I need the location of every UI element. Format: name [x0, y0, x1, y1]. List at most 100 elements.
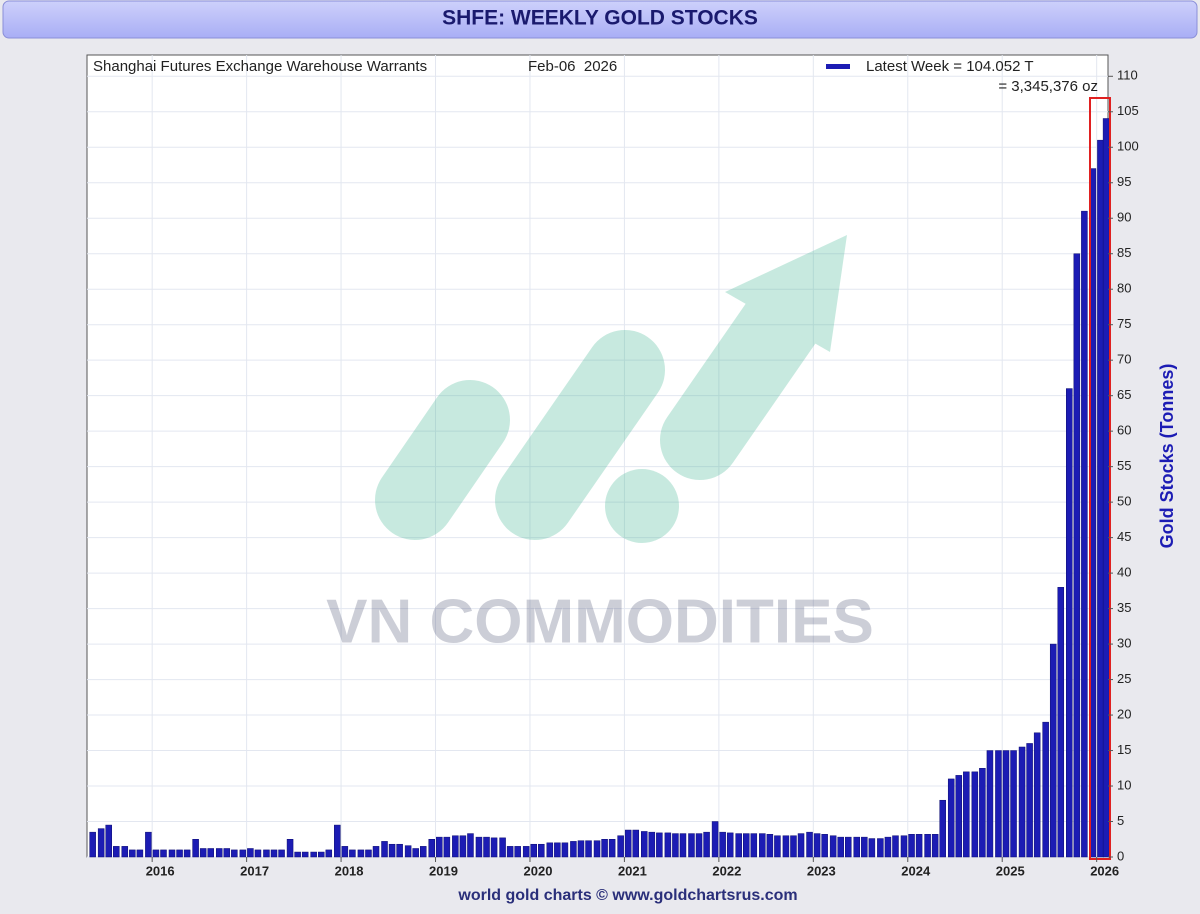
bar: [381, 841, 388, 858]
bar: [357, 849, 365, 858]
bar: [452, 835, 459, 858]
bar: [506, 846, 514, 858]
bar: [1073, 253, 1081, 858]
bar: [160, 849, 167, 858]
bar: [679, 833, 687, 858]
bar: [924, 834, 931, 858]
bar: [152, 849, 160, 858]
bar: [372, 846, 380, 858]
y-tick-label: 80: [1117, 281, 1131, 296]
bar: [900, 835, 908, 858]
bar: [908, 834, 915, 858]
bar: [1081, 210, 1088, 858]
bar: [136, 849, 144, 858]
bar: [743, 833, 750, 858]
x-tick-label: 2022: [712, 863, 741, 878]
bar: [349, 849, 356, 858]
bar: [286, 839, 294, 858]
bar: [868, 838, 876, 858]
bar: [797, 833, 805, 858]
bar: [207, 848, 214, 858]
bar: [971, 771, 979, 858]
bar: [624, 829, 632, 858]
bar: [877, 838, 884, 858]
header-bar: [2, 0, 1198, 39]
y-tick-label: 90: [1117, 210, 1131, 225]
bar: [475, 836, 483, 858]
bar: [561, 842, 569, 858]
bar: [979, 768, 986, 858]
bar: [664, 832, 672, 858]
bar: [711, 821, 719, 858]
bar: [947, 778, 955, 858]
footer: world gold charts © www.goldchartsrus.co…: [457, 887, 797, 904]
bar: [301, 851, 309, 858]
bar: [129, 849, 136, 858]
y-tick-label: 110: [1117, 68, 1138, 83]
bar: [570, 841, 577, 858]
bar: [955, 775, 963, 858]
chart-title: SHFE: WEEKLY GOLD STOCKS: [442, 7, 758, 30]
x-tick-label: 2016: [146, 863, 175, 878]
bar: [995, 750, 1002, 858]
y-tick-label: 75: [1117, 316, 1131, 331]
bar: [1018, 746, 1026, 858]
y-tick-label: 15: [1117, 742, 1131, 757]
bar: [861, 836, 868, 858]
bar: [601, 839, 608, 858]
legend-label: Latest Week = 104.052 T: [866, 58, 1033, 75]
bar: [97, 828, 105, 858]
bar: [892, 835, 899, 858]
x-tick-label: 2023: [807, 863, 836, 878]
bar: [821, 834, 828, 858]
bar: [735, 833, 742, 858]
bar: [459, 835, 467, 858]
bar: [806, 831, 813, 858]
bar: [782, 835, 790, 858]
y-axis-label: Gold Stocks (Tonnes): [1157, 364, 1177, 549]
bar: [1010, 750, 1017, 858]
date-label: Feb-06 2026: [528, 58, 617, 75]
bar: [790, 835, 797, 858]
bar: [538, 843, 545, 858]
y-tick-label: 10: [1117, 777, 1131, 792]
x-tick-label: 2017: [240, 863, 269, 878]
y-tick-label: 60: [1117, 423, 1131, 438]
x-tick-label: 2026: [1090, 863, 1119, 878]
bar: [853, 836, 861, 858]
bar: [695, 833, 703, 858]
bar: [845, 836, 852, 858]
bar: [514, 846, 521, 858]
bar: [121, 846, 129, 858]
bar: [774, 835, 781, 858]
bar: [404, 845, 412, 858]
y-tick-label: 50: [1117, 494, 1131, 509]
bar: [641, 831, 648, 858]
bar: [617, 835, 624, 858]
bar: [759, 833, 766, 858]
bar: [145, 831, 152, 858]
bar: [436, 836, 443, 858]
bar: [688, 833, 695, 858]
x-tick-label: 2018: [335, 863, 364, 878]
bar: [263, 849, 270, 858]
bar: [632, 829, 640, 858]
y-tick-label: 65: [1117, 387, 1131, 402]
bar: [1049, 643, 1057, 858]
bar: [577, 840, 585, 858]
bar: [490, 837, 498, 858]
y-tick-label: 40: [1117, 565, 1131, 580]
y-tick-label: 70: [1117, 352, 1131, 367]
x-tick-label: 2024: [901, 863, 931, 878]
bar: [176, 849, 183, 858]
plot-area: [86, 54, 1109, 858]
bar: [719, 831, 726, 858]
bar: [750, 833, 758, 858]
bar: [231, 849, 238, 858]
bar: [428, 839, 435, 858]
bar: [656, 832, 663, 858]
subtitle: Shanghai Futures Exchange Warehouse Warr…: [93, 58, 427, 75]
bar: [986, 750, 994, 858]
bar: [223, 848, 231, 858]
bar: [648, 831, 656, 858]
